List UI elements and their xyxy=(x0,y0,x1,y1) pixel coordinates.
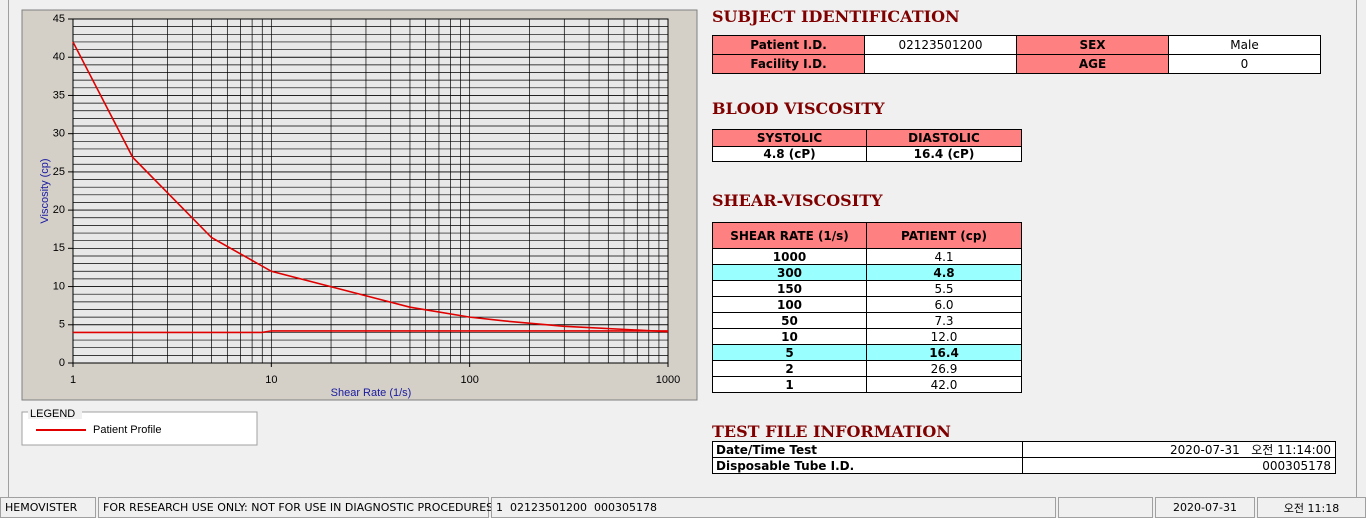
label-cell: Patient I.D. xyxy=(712,35,865,55)
value-cell: Male xyxy=(1168,35,1321,55)
status-cell: 1 02123501200 000305178 xyxy=(491,497,1056,518)
section-title: SUBJECT IDENTIFICATION xyxy=(712,7,960,26)
label-cell: Facility I.D. xyxy=(712,54,865,74)
x-tick-label: 1000 xyxy=(656,374,680,386)
header-cell: SHEAR RATE (1/s) xyxy=(712,222,867,249)
patient-cell: 16.4 xyxy=(866,344,1022,361)
header-cell: PATIENT (cp) xyxy=(866,222,1022,249)
patient-cell: 42.0 xyxy=(866,376,1022,393)
section-title: TEST FILE INFORMATION xyxy=(712,422,951,441)
rate-cell: 100 xyxy=(712,296,867,313)
value-cell: 4.8 (cP) xyxy=(712,146,867,162)
legend-title: LEGEND xyxy=(30,408,75,420)
x-tick-label: 10 xyxy=(265,374,277,386)
rate-cell: 300 xyxy=(712,264,867,281)
plot-frame xyxy=(72,18,669,364)
y-tick-label: 20 xyxy=(53,204,65,216)
rate-cell: 150 xyxy=(712,280,867,297)
status-cell: 2020-07-31 xyxy=(1155,497,1255,518)
status-cell: HEMOVISTER xyxy=(0,497,96,518)
y-tick-label: 10 xyxy=(53,280,65,292)
y-axis-label: Viscosity (cp) xyxy=(39,158,51,223)
legend-label: Patient Profile xyxy=(93,424,161,436)
patient-cell: 26.9 xyxy=(866,360,1022,377)
rate-cell: 1000 xyxy=(712,248,867,265)
rate-cell: 2 xyxy=(712,360,867,377)
status-cell: FOR RESEARCH USE ONLY: NOT FOR USE IN DI… xyxy=(98,497,493,518)
x-tick-label: 1 xyxy=(70,374,76,386)
plot-area xyxy=(73,19,668,363)
header-cell: SYSTOLIC xyxy=(712,129,867,147)
rate-cell: 1 xyxy=(712,376,867,393)
section-title: SHEAR-VISCOSITY xyxy=(712,191,883,210)
y-tick-label: 0 xyxy=(59,357,65,369)
y-tick-label: 40 xyxy=(53,51,65,63)
y-tick-label: 5 xyxy=(59,319,65,331)
label-cell: SEX xyxy=(1016,35,1169,55)
series-line xyxy=(73,330,668,334)
chart: Shear Rate (1/s) Viscosity (cp) 0 5 10 15 20… xyxy=(21,9,698,401)
value-cell: 2020-07-31 오전 11:14:00 xyxy=(1022,441,1336,458)
legend: LEGEND Patient Profile xyxy=(21,407,258,446)
y-tick-label: 35 xyxy=(53,89,65,101)
patient-cell: 7.3 xyxy=(866,312,1022,329)
patient-cell: 4.1 xyxy=(866,248,1022,265)
value-cell: 000305178 xyxy=(1022,457,1336,474)
value-cell: 0 xyxy=(1168,54,1321,74)
label-cell: Date/Time Test xyxy=(712,441,1023,458)
y-tick-label: 30 xyxy=(53,128,65,140)
value-cell: 02123501200 xyxy=(864,35,1017,55)
rate-cell: 5 xyxy=(712,344,867,361)
legend-title-bg xyxy=(28,407,82,419)
label-cell: AGE xyxy=(1016,54,1169,74)
rate-cell: 50 xyxy=(712,312,867,329)
x-tick-label: 100 xyxy=(460,374,478,386)
value-cell: 16.4 (cP) xyxy=(866,146,1022,162)
x-axis-label: Shear Rate (1/s) xyxy=(331,387,412,399)
patient-cell: 6.0 xyxy=(866,296,1022,313)
rate-cell: 10 xyxy=(712,328,867,345)
y-tick-label: 25 xyxy=(53,166,65,178)
series-line xyxy=(72,41,669,333)
patient-cell: 12.0 xyxy=(866,328,1022,345)
status-cell: 오전 11:18 xyxy=(1257,497,1366,518)
divider xyxy=(8,0,9,497)
status-cell xyxy=(1058,497,1153,518)
header-cell: DIASTOLIC xyxy=(866,129,1022,147)
patient-cell: 4.8 xyxy=(866,264,1022,281)
label-cell: Disposable Tube I.D. xyxy=(712,457,1023,474)
divider xyxy=(1356,0,1357,497)
patient-cell: 5.5 xyxy=(866,280,1022,297)
value-cell xyxy=(864,54,1017,74)
section-title: BLOOD VISCOSITY xyxy=(712,99,885,118)
y-tick-label: 45 xyxy=(53,13,65,25)
y-tick-label: 15 xyxy=(53,242,65,254)
